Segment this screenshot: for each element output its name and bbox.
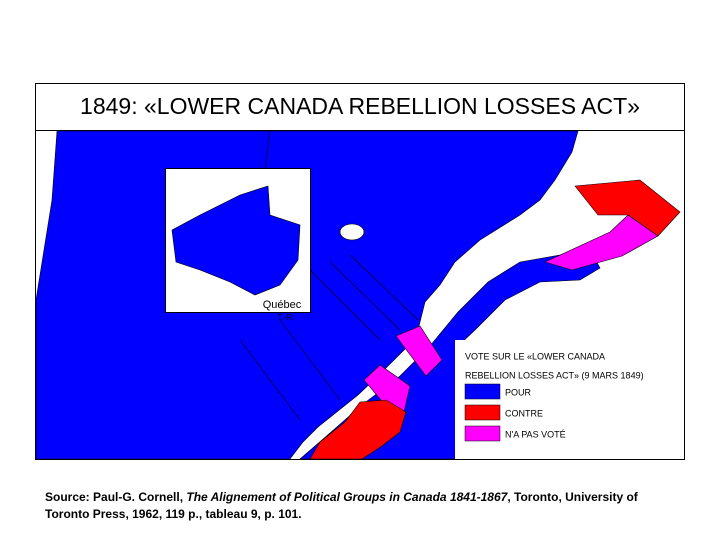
- legend-swatch: [464, 383, 501, 400]
- island: [339, 223, 365, 241]
- source: Source: Paul-G. Cornell, The Alignement …: [45, 489, 655, 523]
- legend-swatch: [464, 404, 501, 421]
- legend-label: N'A PAS VOTÉ: [505, 429, 566, 439]
- region: [395, 325, 443, 377]
- boundary: [329, 261, 401, 331]
- legend-label: POUR: [505, 387, 532, 397]
- inset-region: [171, 185, 301, 296]
- source-text: , Toronto, University of Toronto Press, …: [45, 490, 638, 521]
- boundary: [279, 319, 341, 401]
- city-label: T.-R.: [278, 313, 295, 322]
- region: [544, 214, 659, 271]
- legend: VOTE SUR LE «LOWER CANADA REBELLION LOSS…: [464, 351, 644, 442]
- city-label: Québec: [263, 299, 302, 311]
- boundary: [239, 339, 301, 421]
- boundary: [309, 269, 381, 341]
- boundary: [264, 130, 271, 171]
- legend-swatch: [464, 425, 501, 442]
- legend-label: CONTRE: [505, 408, 543, 418]
- legend-title: VOTE SUR LE «LOWER CANADA: [465, 351, 605, 361]
- region: [309, 399, 407, 460]
- boundary: [349, 254, 419, 321]
- source-title: The Alignement of Political Groups in Ca…: [186, 490, 508, 504]
- source-text: Source: Paul-G. Cornell,: [45, 490, 187, 504]
- legend-title: REBELLION LOSSES ACT» (9 MARS 1849): [465, 370, 644, 380]
- title: 1849: «LOWER CANADA REBELLION LOSSES ACT…: [80, 93, 640, 119]
